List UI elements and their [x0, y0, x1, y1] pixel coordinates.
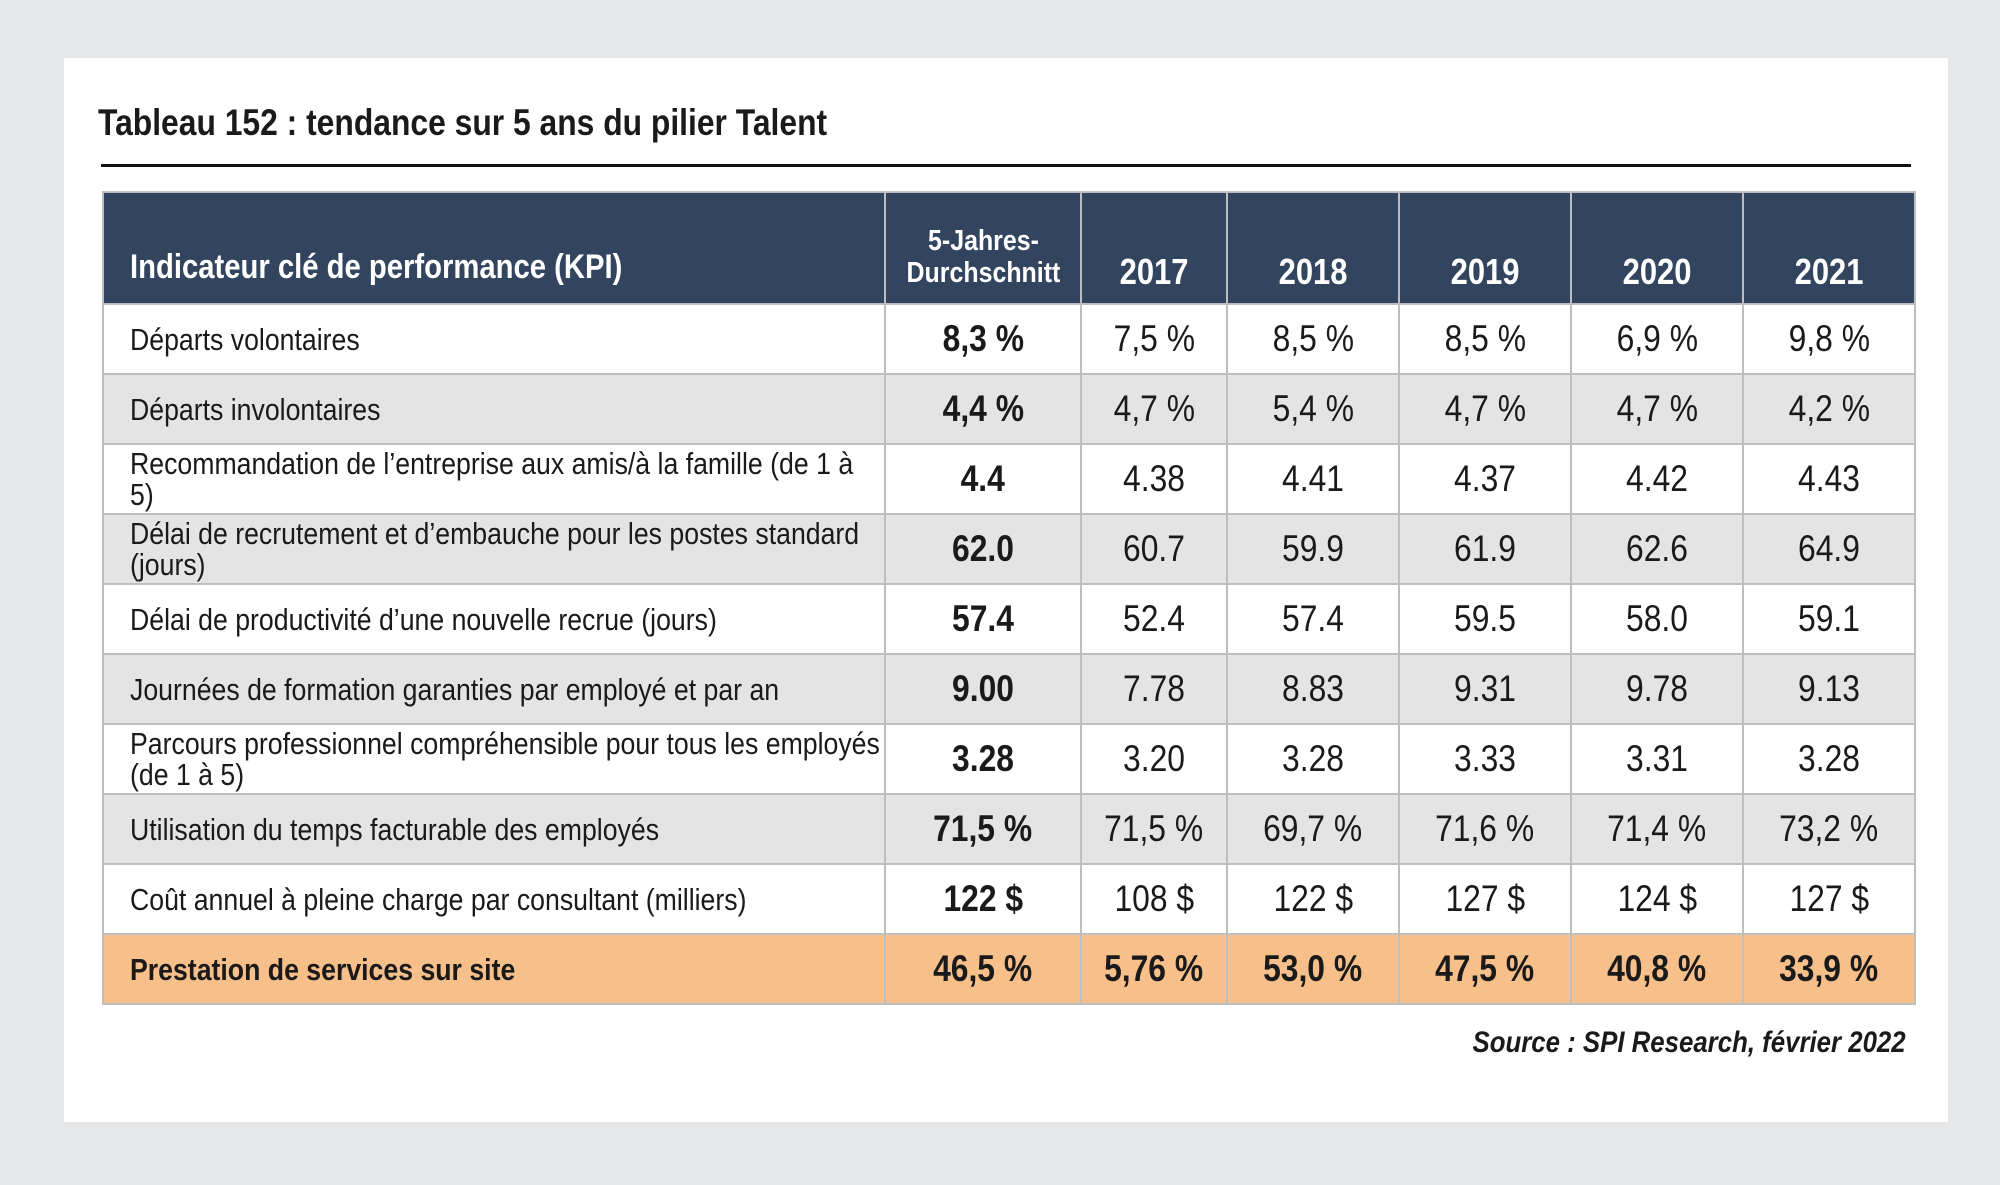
year-value-cell: 60.7 [1080, 513, 1228, 585]
kpi-label-cell: Départs involontaires [102, 373, 886, 445]
table-row: Départs involontaires 4,4 % 4,7 % 5,4 % 4,7 … [102, 373, 1916, 445]
year-value-cell: 3.28 [1742, 723, 1916, 795]
table-row: Utilisation du temps facturable des empl… [102, 793, 1916, 865]
year-value-cell: 61.9 [1398, 513, 1572, 585]
avg-value-cell: 71,5 % [884, 793, 1082, 865]
year-value-cell: 122 $ [1226, 863, 1400, 935]
year-value-cell: 9.31 [1398, 653, 1572, 725]
year-value-cell: 108 $ [1080, 863, 1228, 935]
year-value-cell: 69,7 % [1226, 793, 1400, 865]
kpi-label-cell: Coût annuel à pleine charge par consulta… [102, 863, 886, 935]
avg-value-cell: 9.00 [884, 653, 1082, 725]
kpi-label-cell: Recommandation de l’entreprise aux amis/… [102, 443, 886, 515]
year-value-cell: 59.5 [1398, 583, 1572, 655]
year-value-cell: 4,7 % [1080, 373, 1228, 445]
year-value-cell: 59.1 [1742, 583, 1916, 655]
year-value-cell: 8,5 % [1226, 303, 1400, 375]
year-value-cell: 8,5 % [1398, 303, 1572, 375]
year-value-cell: 4,7 % [1398, 373, 1572, 445]
year-value-cell: 4.43 [1742, 443, 1916, 515]
year-value-cell: 4.38 [1080, 443, 1228, 515]
year-value-cell: 71,6 % [1398, 793, 1572, 865]
year-column-header: 2021 [1742, 191, 1916, 305]
year-value-cell: 7,5 % [1080, 303, 1228, 375]
source-note: Source : SPI Research, février 2022 [1472, 1026, 1906, 1059]
year-value-cell: 73,2 % [1742, 793, 1916, 865]
year-value-cell: 9.78 [1570, 653, 1744, 725]
table-header-row: Indicateur clé de performance (KPI) 5-Ja… [102, 191, 1916, 305]
year-value-cell: 52.4 [1080, 583, 1228, 655]
year-value-cell: 124 $ [1570, 863, 1744, 935]
year-column-header: 2018 [1226, 191, 1400, 305]
table-title: Tableau 152 : tendance sur 5 ans du pili… [98, 102, 828, 143]
year-value-cell: 53,0 % [1226, 933, 1400, 1005]
kpi-label-cell: Parcours professionnel compréhensible po… [102, 723, 886, 795]
year-value-cell: 127 $ [1742, 863, 1916, 935]
avg-value-cell: 62.0 [884, 513, 1082, 585]
year-value-cell: 3.31 [1570, 723, 1744, 795]
avg-column-header: 5-Jahres- Durchschnitt [884, 191, 1082, 305]
report-card: Tableau 152 : tendance sur 5 ans du pili… [64, 58, 1948, 1122]
avg-value-cell: 4.4 [884, 443, 1082, 515]
year-column-header: 2017 [1080, 191, 1228, 305]
year-value-cell: 62.6 [1570, 513, 1744, 585]
avg-value-cell: 57.4 [884, 583, 1082, 655]
kpi-column-header: Indicateur clé de performance (KPI) [102, 191, 886, 305]
kpi-label-cell: Départs volontaires [102, 303, 886, 375]
table-row: Délai de productivité d’une nouvelle rec… [102, 583, 1916, 655]
year-value-cell: 4.42 [1570, 443, 1744, 515]
year-value-cell: 33,9 % [1742, 933, 1916, 1005]
year-value-cell: 5,76 % [1080, 933, 1228, 1005]
avg-value-cell: 8,3 % [884, 303, 1082, 375]
table-row: Recommandation de l’entreprise aux amis/… [102, 443, 1916, 515]
table-body: Départs volontaires 8,3 % 7,5 % 8,5 % 8,5 % 6… [102, 303, 1916, 1005]
year-value-cell: 57.4 [1226, 583, 1400, 655]
avg-value-cell: 122 $ [884, 863, 1082, 935]
year-value-cell: 8.83 [1226, 653, 1400, 725]
kpi-label-cell: Délai de recrutement et d’embauche pour … [102, 513, 886, 585]
year-value-cell: 71,4 % [1570, 793, 1744, 865]
year-value-cell: 4,7 % [1570, 373, 1744, 445]
table-row: Départs volontaires 8,3 % 7,5 % 8,5 % 8,5 % 6… [102, 303, 1916, 375]
year-value-cell: 47,5 % [1398, 933, 1572, 1005]
year-value-cell: 4.37 [1398, 443, 1572, 515]
title-divider [101, 164, 1911, 167]
kpi-table: Indicateur clé de performance (KPI) 5-Ja… [102, 191, 1916, 1005]
year-value-cell: 9,8 % [1742, 303, 1916, 375]
avg-header-line1: 5-Jahres- [927, 225, 1039, 257]
year-value-cell: 64.9 [1742, 513, 1916, 585]
kpi-label-cell: Délai de productivité d’une nouvelle rec… [102, 583, 886, 655]
year-value-cell: 4.41 [1226, 443, 1400, 515]
year-value-cell: 6,9 % [1570, 303, 1744, 375]
avg-value-cell: 4,4 % [884, 373, 1082, 445]
table-row: Délai de recrutement et d’embauche pour … [102, 513, 1916, 585]
year-value-cell: 59.9 [1226, 513, 1400, 585]
year-column-header: 2020 [1570, 191, 1744, 305]
year-value-cell: 40,8 % [1570, 933, 1744, 1005]
year-value-cell: 7.78 [1080, 653, 1228, 725]
table-row: Journées de formation garanties par empl… [102, 653, 1916, 725]
table-row: Coût annuel à pleine charge par consulta… [102, 863, 1916, 935]
avg-value-cell: 3.28 [884, 723, 1082, 795]
year-value-cell: 3.28 [1226, 723, 1400, 795]
year-value-cell: 58.0 [1570, 583, 1744, 655]
table-row: Prestation de services sur site 46,5 % 5,7… [102, 933, 1916, 1005]
avg-header-line2: Durchschnitt [906, 257, 1060, 289]
year-value-cell: 127 $ [1398, 863, 1572, 935]
year-value-cell: 4,2 % [1742, 373, 1916, 445]
table-row: Parcours professionnel compréhensible po… [102, 723, 1916, 795]
year-value-cell: 9.13 [1742, 653, 1916, 725]
avg-value-cell: 46,5 % [884, 933, 1082, 1005]
kpi-label-cell: Prestation de services sur site [102, 933, 886, 1005]
year-value-cell: 71,5 % [1080, 793, 1228, 865]
year-value-cell: 3.33 [1398, 723, 1572, 795]
kpi-label-cell: Utilisation du temps facturable des empl… [102, 793, 886, 865]
year-value-cell: 3.20 [1080, 723, 1228, 795]
year-column-header: 2019 [1398, 191, 1572, 305]
kpi-label-cell: Journées de formation garanties par empl… [102, 653, 886, 725]
year-value-cell: 5,4 % [1226, 373, 1400, 445]
